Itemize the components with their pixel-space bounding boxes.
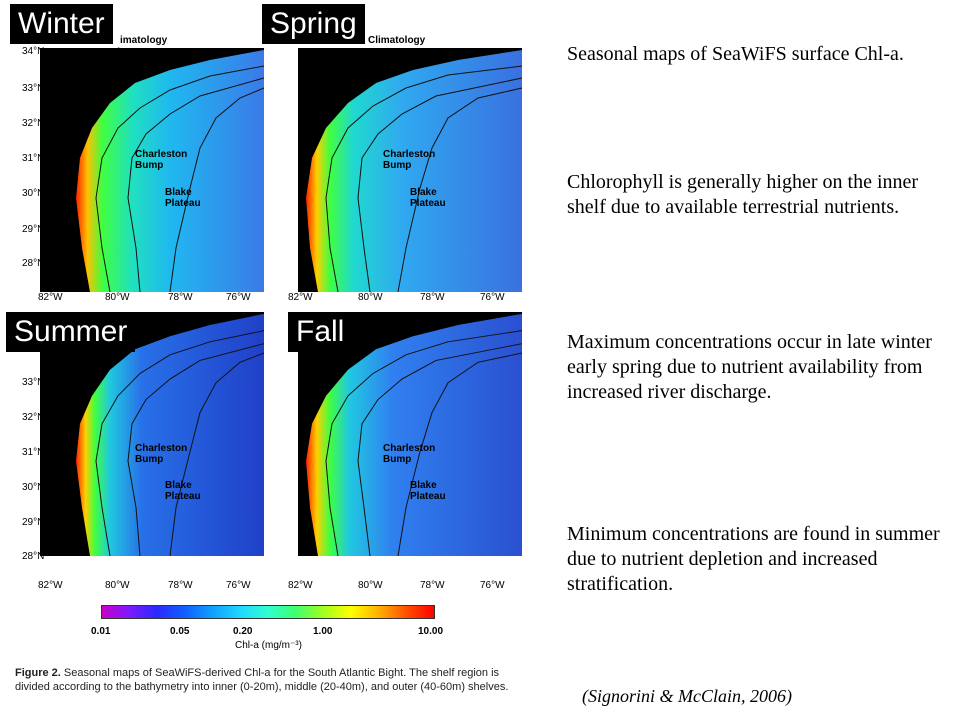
lat-label: 28°N bbox=[22, 258, 45, 269]
lon-label: 78°W bbox=[420, 580, 445, 591]
colorbar-tick: 0.01 bbox=[91, 626, 111, 637]
label-plateau: Plateau bbox=[410, 491, 446, 502]
map-header: Climatology bbox=[368, 35, 426, 46]
lon-label: 78°W bbox=[168, 292, 193, 303]
colorbar-tick: 0.05 bbox=[170, 626, 190, 637]
lon-label: 80°W bbox=[105, 580, 130, 591]
label-blake: Blake bbox=[410, 480, 437, 491]
colorbar-tick: 0.20 bbox=[233, 626, 253, 637]
paragraph-2: Chlorophyll is generally higher on the i… bbox=[567, 171, 919, 218]
fall-map bbox=[298, 312, 522, 556]
lon-label: 78°W bbox=[168, 580, 193, 591]
label-bump: Bump bbox=[135, 160, 164, 171]
lat-label: 29°N bbox=[22, 517, 45, 528]
lat-label: 34°N bbox=[22, 46, 45, 57]
season-tab-winter: Winter bbox=[10, 4, 113, 44]
label-blake: Blake bbox=[165, 480, 192, 491]
label-charleston: Charleston bbox=[383, 443, 436, 454]
lat-label: 30°N bbox=[22, 482, 45, 493]
label-charleston: Charleston bbox=[383, 149, 436, 160]
lat-label: 32°N bbox=[22, 412, 45, 423]
lat-label: 33°N bbox=[22, 377, 45, 388]
label-charleston: Charleston bbox=[135, 149, 188, 160]
spring-map bbox=[298, 48, 522, 292]
label-bump: Bump bbox=[135, 454, 164, 465]
map-header: imatology bbox=[120, 35, 168, 46]
lon-label: 82°W bbox=[38, 292, 63, 303]
caption-bold: Figure 2. bbox=[15, 667, 61, 679]
label-blake: Blake bbox=[410, 187, 437, 198]
label-bump: Bump bbox=[383, 160, 412, 171]
lon-label: 76°W bbox=[226, 292, 251, 303]
label-plateau: Plateau bbox=[410, 198, 446, 209]
paragraph-3: Maximum concentrations occur in late win… bbox=[567, 331, 932, 403]
label-charleston: Charleston bbox=[135, 443, 188, 454]
citation-text: (Signorini & McClain, 2006) bbox=[582, 686, 792, 706]
lon-label: 82°W bbox=[288, 580, 313, 591]
lon-label: 78°W bbox=[420, 292, 445, 303]
paragraph-4: Minimum concentrations are found in summ… bbox=[567, 523, 940, 595]
colorbar-tick: 10.00 bbox=[418, 626, 444, 637]
paragraph-1: Seasonal maps of SeaWiFS surface Chl-a. bbox=[567, 43, 904, 65]
colorbar bbox=[101, 605, 435, 619]
lat-label: 28°N bbox=[22, 551, 45, 562]
lon-label: 80°W bbox=[358, 580, 383, 591]
colorbar-tick: 1.00 bbox=[313, 626, 333, 637]
lat-label: 33°N bbox=[22, 83, 45, 94]
label-plateau: Plateau bbox=[165, 491, 201, 502]
map-months: Apr-May-Jun bbox=[345, 47, 407, 58]
lat-label: 32°N bbox=[22, 118, 45, 129]
lat-label: 30°N bbox=[22, 188, 45, 199]
caption-text: Seasonal maps of SeaWiFS-derived Chl-a f… bbox=[15, 667, 509, 693]
lon-label: 80°W bbox=[105, 292, 130, 303]
citation: (Signorini & McClain, 2006) bbox=[582, 686, 792, 707]
lon-label: 76°W bbox=[480, 292, 505, 303]
label-plateau: Plateau bbox=[165, 198, 201, 209]
lon-label: 82°W bbox=[38, 580, 63, 591]
season-tab-fall: Fall bbox=[288, 312, 353, 352]
season-tab-spring: Spring bbox=[262, 4, 365, 44]
colorbar-label: Chl-a (mg/m⁻³) bbox=[235, 640, 302, 651]
map-header: matology bbox=[140, 322, 185, 333]
lat-label: 29°N bbox=[22, 224, 45, 235]
lon-label: 76°W bbox=[226, 580, 251, 591]
lon-label: 76°W bbox=[480, 580, 505, 591]
label-bump: Bump bbox=[383, 454, 412, 465]
lat-label: 31°N bbox=[22, 447, 45, 458]
lat-label: 31°N bbox=[22, 153, 45, 164]
winter-map bbox=[40, 48, 264, 292]
map-header: iFS Climatology bbox=[356, 322, 432, 333]
map-months: Jan-Feb-Mar bbox=[85, 47, 145, 58]
map-months: ov-Dec bbox=[356, 333, 390, 344]
figure-caption: Figure 2. Seasonal maps of SeaWiFS-deriv… bbox=[15, 666, 535, 694]
lon-label: 82°W bbox=[288, 292, 313, 303]
summer-map bbox=[40, 312, 264, 556]
lon-label: 80°W bbox=[358, 292, 383, 303]
season-tab-summer: Summer bbox=[6, 312, 136, 352]
label-blake: Blake bbox=[165, 187, 192, 198]
